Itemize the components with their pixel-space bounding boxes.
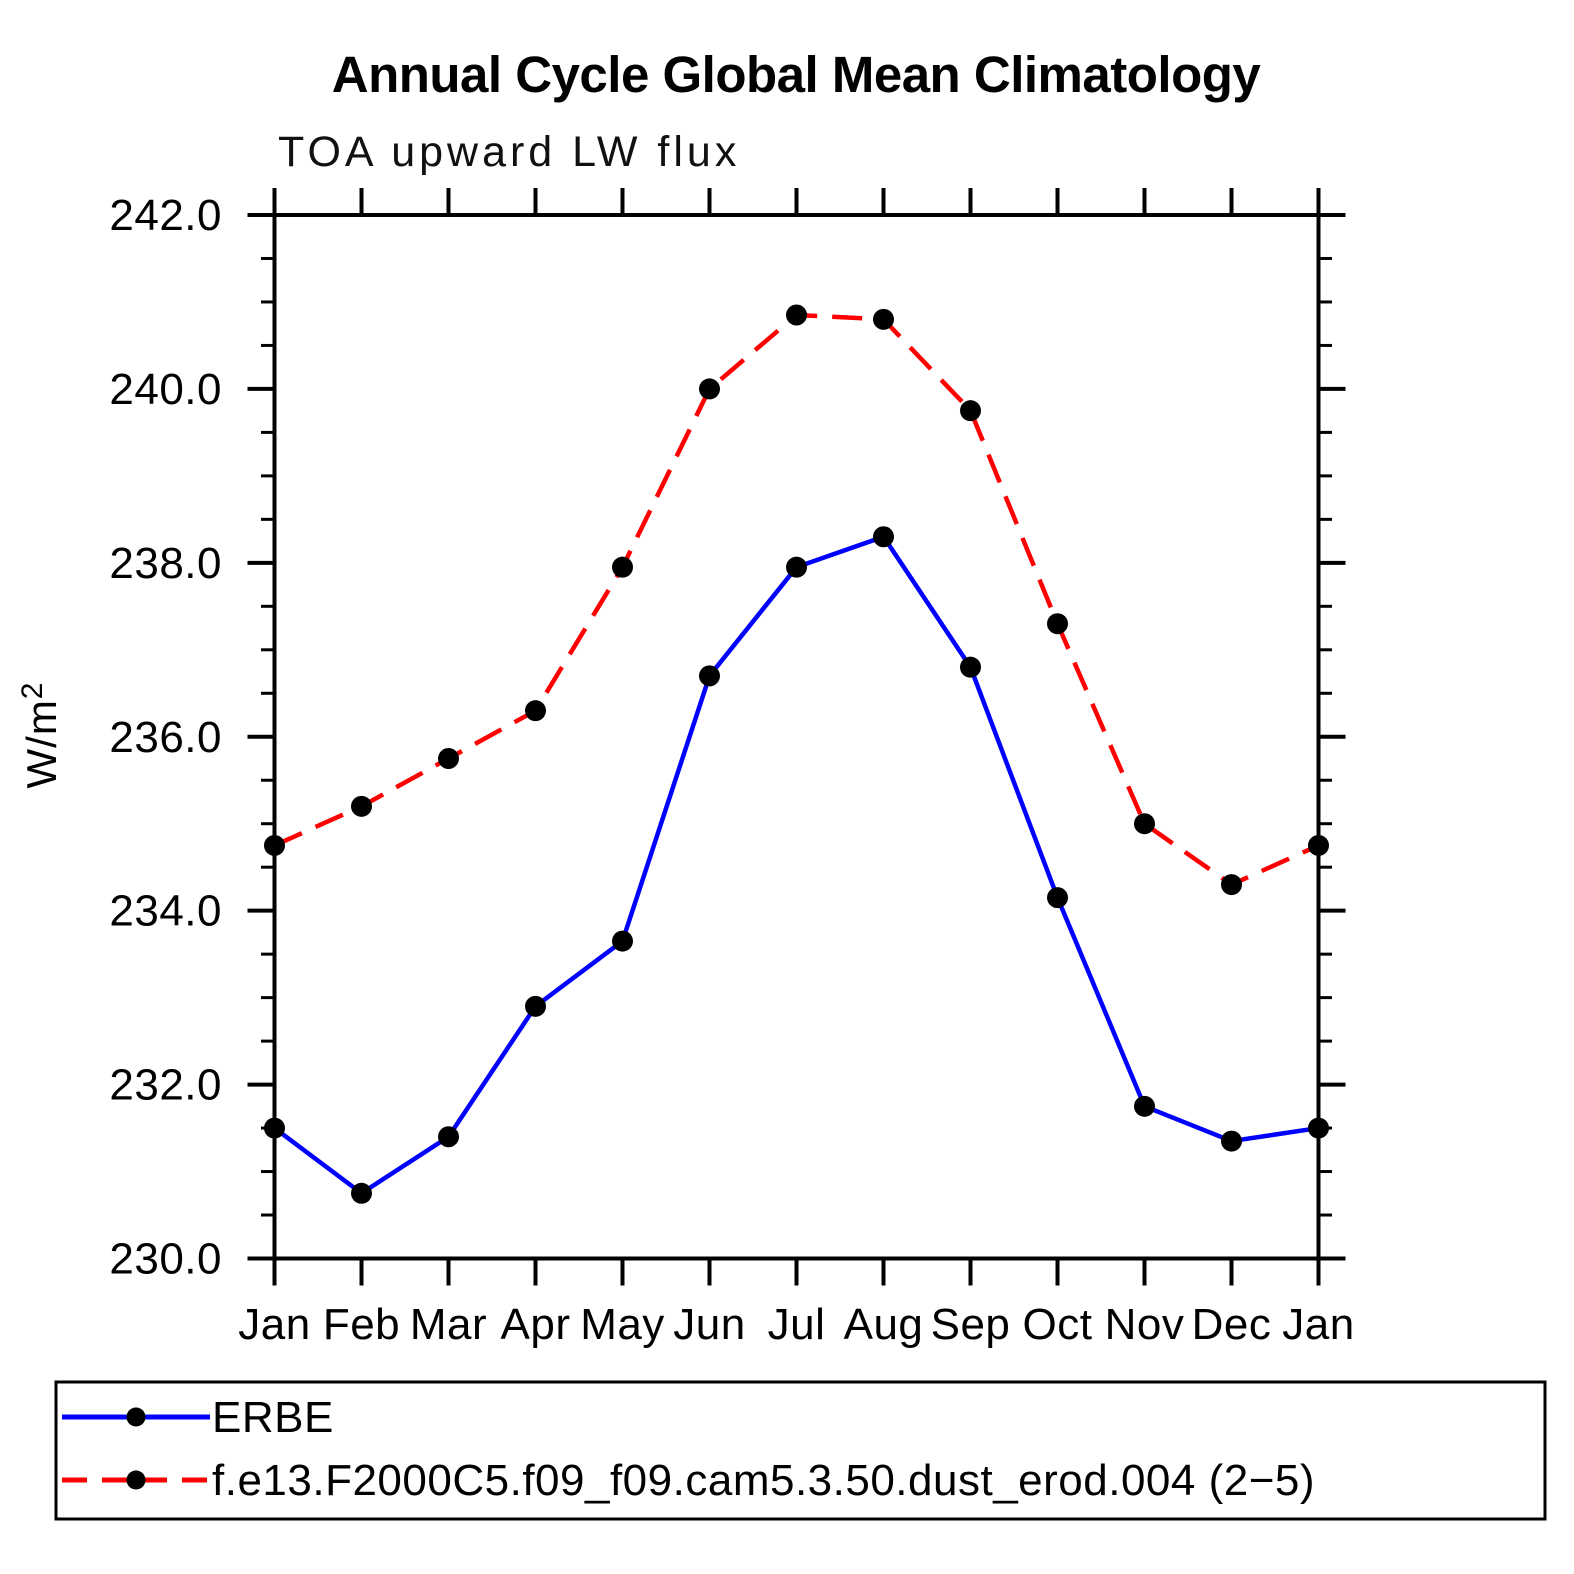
data-point-marker [786, 304, 807, 326]
data-point-marker [960, 400, 981, 422]
data-point-marker [1308, 1117, 1329, 1139]
data-point-marker [612, 556, 633, 578]
data-point-marker [438, 1126, 459, 1148]
legend-label-model: f.e13.F2000C5.f09_f09.cam5.3.50.dust_ero… [212, 1456, 1315, 1505]
data-point-marker [264, 1117, 285, 1139]
data-point-marker [351, 1182, 372, 1204]
data-point-marker [351, 795, 372, 817]
series-layer [264, 304, 1329, 1204]
legend-item-model: f.e13.F2000C5.f09_f09.cam5.3.50.dust_ero… [62, 1456, 1315, 1505]
axes: Jan Feb Mar Apr May Jun Jul Aug Sep Oct Nov Dec Jan2… [109, 188, 1354, 1349]
x-tick-label: Nov [1105, 1300, 1185, 1349]
y-tick-label: 238.0 [109, 539, 222, 588]
series-line-model [273, 312, 1320, 888]
data-point-marker [438, 747, 459, 769]
data-point-marker [699, 665, 720, 687]
data-point-marker [1134, 813, 1155, 835]
legend-marker-model [126, 1470, 146, 1490]
y-axis-label: W/m2 [16, 682, 65, 789]
x-tick-label: Aug [844, 1300, 924, 1349]
x-tick-label: Sep [931, 1300, 1011, 1349]
legend-item-erbe: ERBE [62, 1393, 334, 1442]
y-tick-label: 234.0 [109, 887, 222, 936]
x-tick-label: Dec [1192, 1300, 1272, 1349]
y-axis-label-base: W/m [18, 699, 65, 788]
y-tick-label: 236.0 [109, 713, 222, 762]
y-tick-label: 232.0 [109, 1061, 222, 1110]
y-tick-label: 240.0 [109, 365, 222, 414]
legend-label-erbe: ERBE [212, 1393, 334, 1442]
legend: ERBE f.e13.F2000C5.f09_f09.cam5.3.50.dus… [54, 1380, 1547, 1521]
x-tick-label: Oct [1023, 1300, 1093, 1349]
legend-marker-erbe [126, 1407, 146, 1427]
data-point-marker [525, 995, 546, 1017]
data-point-marker [1221, 1130, 1242, 1152]
x-tick-label: Jan [238, 1300, 310, 1349]
x-tick-label: Jan [1282, 1300, 1354, 1349]
data-point-marker [873, 526, 894, 548]
data-point-marker [1221, 874, 1242, 896]
data-point-marker [873, 308, 894, 330]
x-tick-label: Apr [501, 1300, 571, 1349]
data-point-marker [1308, 834, 1329, 856]
legend-box [54, 1380, 1547, 1521]
data-point-marker [525, 700, 546, 722]
y-axis-label-exponent: 2 [16, 682, 49, 700]
y-tick-label: 242.0 [109, 191, 222, 240]
data-point-marker [264, 834, 285, 856]
data-point-marker [960, 656, 981, 678]
chart-subtitle: TOA upward LW flux [278, 128, 740, 176]
x-tick-label: Mar [410, 1300, 487, 1349]
y-tick-label: 230.0 [109, 1235, 222, 1284]
data-point-marker [612, 930, 633, 952]
data-point-marker [1047, 887, 1068, 909]
x-tick-label: Feb [323, 1300, 400, 1349]
chart-title: Annual Cycle Global Mean Climatology [332, 46, 1262, 103]
series-line-erbe [273, 534, 1319, 1197]
data-point-marker [1134, 1095, 1155, 1117]
x-tick-label: Jun [673, 1300, 745, 1349]
x-tick-label: Jul [768, 1300, 826, 1349]
x-tick-label: May [580, 1300, 665, 1349]
data-point-marker [1047, 613, 1068, 635]
data-point-marker [786, 556, 807, 578]
data-point-marker [699, 378, 720, 400]
